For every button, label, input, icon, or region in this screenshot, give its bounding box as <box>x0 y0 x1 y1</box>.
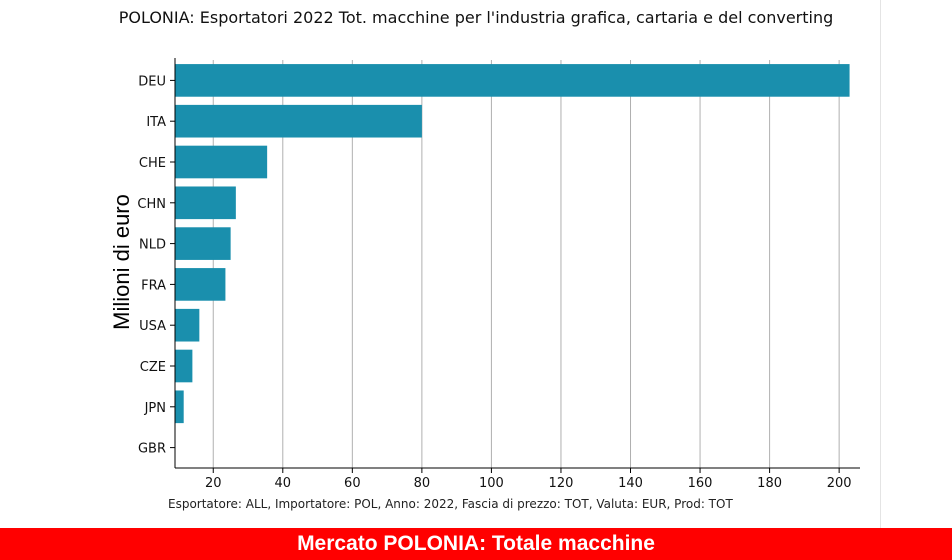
y-tick-label-chn: CHN <box>137 197 166 212</box>
x-tick-label: 140 <box>618 476 643 491</box>
bar-usa <box>175 308 200 342</box>
x-tick-label: 20 <box>205 476 222 491</box>
x-tick-label: 100 <box>479 476 504 491</box>
bar-fra <box>175 268 226 301</box>
bar-ita <box>175 104 422 138</box>
y-tick-label-che: CHE <box>139 156 166 171</box>
y-tick-label-fra: FRA <box>141 278 166 293</box>
x-tick-label: 160 <box>688 476 713 491</box>
bar-nld <box>175 227 231 260</box>
chart-footnote: Esportatore: ALL, Importatore: POL, Anno… <box>168 497 733 511</box>
y-tick-label-ita: ITA <box>146 115 166 130</box>
bar-jpn <box>175 390 184 424</box>
y-tick-label-gbr: GBR <box>138 442 166 457</box>
x-tick-label: 40 <box>275 476 292 491</box>
y-tick-label-deu: DEU <box>138 74 166 89</box>
market-banner: Mercato POLONIA: Totale macchine <box>0 528 952 560</box>
bar-chn <box>175 186 236 220</box>
bar-deu <box>175 64 850 97</box>
y-axis-label: Milioni di euro <box>109 194 134 330</box>
chart-plot: 20 40 60 80 100 120 140 160 180 200 DEU ITA CHE CHN NL… <box>137 58 860 491</box>
x-tick-label: 60 <box>344 476 361 491</box>
x-tick-label: 180 <box>757 476 782 491</box>
y-tick-label-usa: USA <box>139 319 166 334</box>
bar-che <box>175 145 268 179</box>
y-tick-label-jpn: JPN <box>144 401 166 416</box>
divider <box>880 0 881 528</box>
chart-title: POLONIA: Esportatori 2022 Tot. macchine … <box>118 8 834 27</box>
x-tick-label: 200 <box>827 476 852 491</box>
bar-cze <box>175 349 193 383</box>
x-tick-label: 80 <box>414 476 431 491</box>
x-tick-label: 120 <box>549 476 574 491</box>
y-tick-label-cze: CZE <box>140 360 166 375</box>
y-tick-label-nld: NLD <box>139 238 166 253</box>
